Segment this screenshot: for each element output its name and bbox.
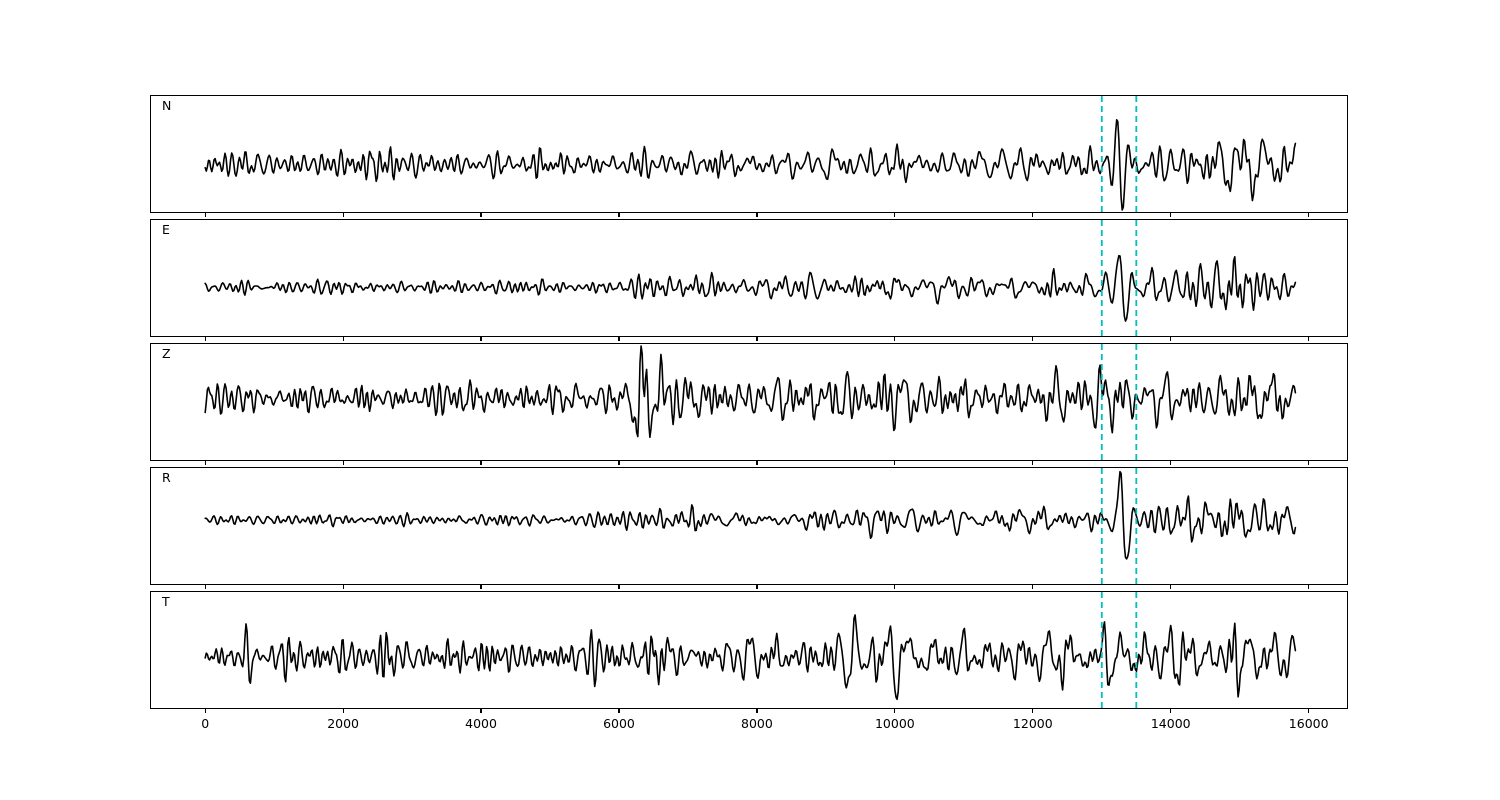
panel-label-R: R: [162, 470, 171, 485]
x-axis-tick: [204, 337, 206, 341]
x-axis-tick: [756, 337, 758, 341]
x-axis-tick-label: 12000: [1012, 716, 1053, 731]
panel-N: N: [150, 95, 1348, 213]
x-axis-tick: [618, 337, 620, 341]
panel-plot-area: [204, 96, 1297, 212]
x-axis-tick: [1032, 709, 1034, 713]
x-axis-tick: [342, 461, 344, 465]
panel-R: R: [150, 467, 1348, 585]
x-axis-tick: [1032, 337, 1034, 341]
x-axis-tick: [1308, 213, 1310, 217]
x-axis-tick: [618, 585, 620, 589]
x-axis-tick-label: 8000: [741, 716, 773, 731]
panel-plot-area: [204, 468, 1297, 584]
panel-T: T: [150, 591, 1348, 709]
x-axis-tick: [756, 585, 758, 589]
x-axis-tick: [342, 213, 344, 217]
x-axis-tick: [1170, 709, 1172, 713]
x-axis-tick: [894, 337, 896, 341]
x-axis-tick: [1308, 585, 1310, 589]
panel-label-Z: Z: [162, 346, 171, 361]
x-axis-tick-label: 14000: [1150, 716, 1191, 731]
x-axis-tick: [342, 709, 344, 713]
x-axis-tick: [204, 213, 206, 217]
panel-label-N: N: [162, 98, 172, 113]
x-axis-tick: [618, 461, 620, 465]
waveform-trace-T: [204, 614, 1297, 701]
waveform-trace-E: [204, 254, 1297, 322]
x-axis-tick-label: 10000: [874, 716, 915, 731]
x-axis-tick: [1308, 709, 1310, 713]
x-axis-tick: [204, 461, 206, 465]
x-axis-tick: [1032, 585, 1034, 589]
x-axis-tick: [894, 213, 896, 217]
x-axis-tick: [1308, 337, 1310, 341]
panel-plot-area: [204, 592, 1297, 708]
x-axis-tick: [480, 709, 482, 713]
x-axis-tick: [1308, 461, 1310, 465]
panel-label-E: E: [162, 222, 170, 237]
x-axis-tick-label: 6000: [603, 716, 635, 731]
x-axis-tick: [480, 585, 482, 589]
x-axis-tick: [756, 709, 758, 713]
x-axis-tick: [894, 709, 896, 713]
x-axis-tick: [618, 709, 620, 713]
panel-plot-area: [204, 344, 1297, 460]
x-axis-tick: [1032, 213, 1034, 217]
x-axis-tick-label: 0: [201, 716, 210, 731]
x-axis-tick: [1170, 213, 1172, 217]
waveform-trace-Z: [204, 345, 1297, 439]
panel-Z: Z: [150, 343, 1348, 461]
x-axis-tick: [342, 585, 344, 589]
x-axis-tick: [342, 337, 344, 341]
x-axis-tick: [1170, 461, 1172, 465]
x-axis-tick: [894, 461, 896, 465]
x-axis-tick: [204, 709, 206, 713]
waveform-trace-N: [204, 119, 1297, 211]
panel-E: E: [150, 219, 1348, 337]
x-axis-tick: [204, 585, 206, 589]
x-axis-tick: [480, 337, 482, 341]
panel-plot-area: [204, 220, 1297, 336]
x-axis-tick-label: 16000: [1288, 716, 1329, 731]
x-axis-tick: [1032, 461, 1034, 465]
x-axis-tick: [1170, 585, 1172, 589]
panel-label-T: T: [162, 594, 170, 609]
x-axis-tick: [618, 213, 620, 217]
x-axis-tick: [480, 461, 482, 465]
x-axis-tick: [1170, 337, 1172, 341]
waveform-trace-R: [204, 470, 1297, 560]
x-axis-tick-label: 2000: [327, 716, 360, 731]
x-axis-tick: [756, 213, 758, 217]
x-axis-tick-label: 4000: [465, 716, 497, 731]
x-axis-tick: [480, 213, 482, 217]
x-axis-tick: [894, 585, 896, 589]
x-axis-tick: [756, 461, 758, 465]
